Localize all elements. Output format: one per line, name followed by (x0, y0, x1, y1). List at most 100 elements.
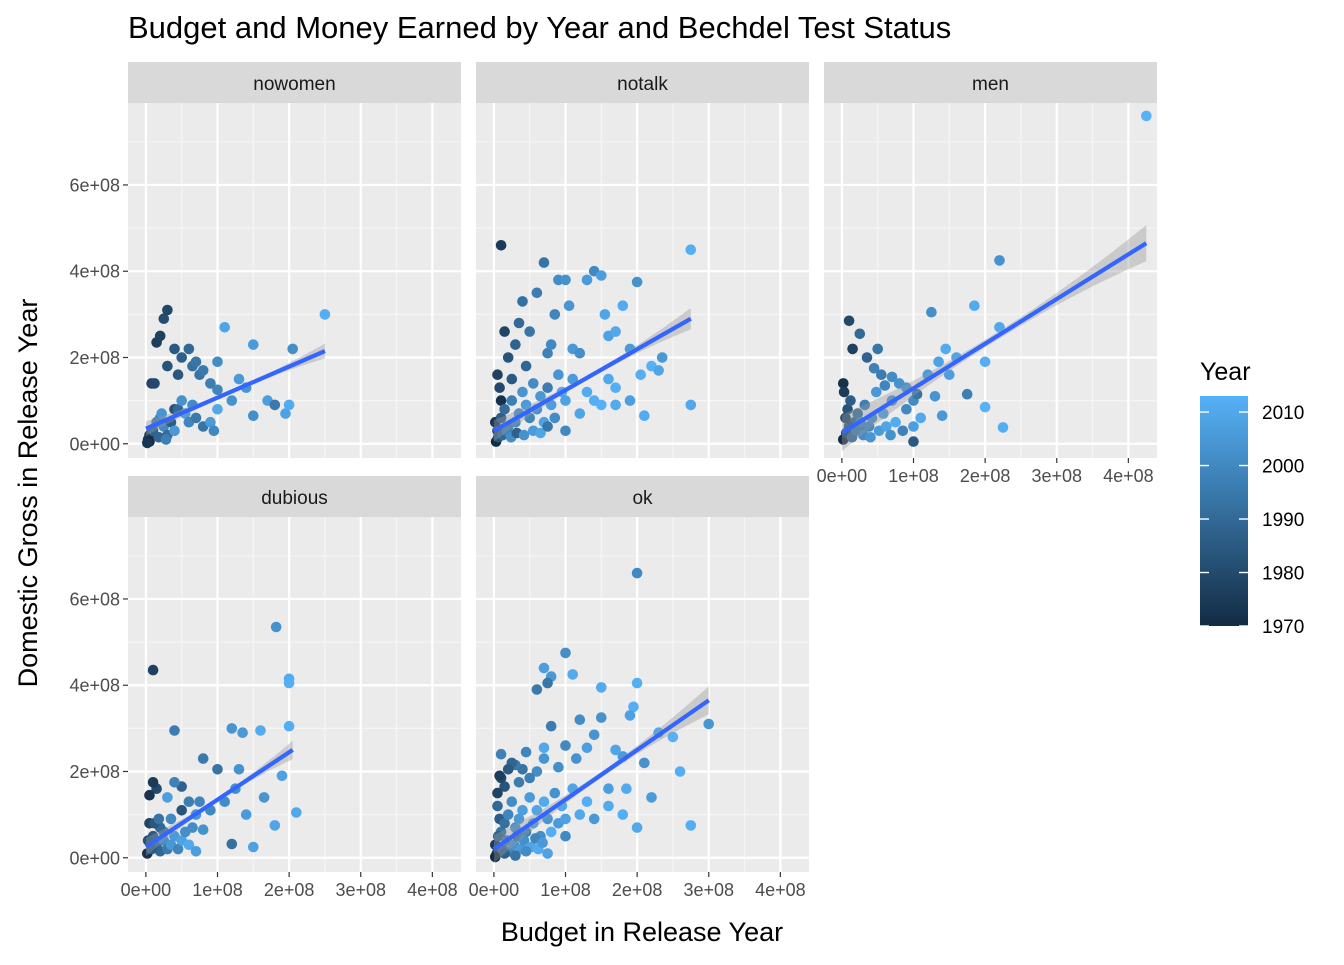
facet-strip-label: men (972, 74, 1009, 95)
data-point (495, 748, 507, 760)
data-point (893, 378, 905, 389)
data-point (205, 416, 216, 428)
data-point (703, 718, 714, 730)
data-point (646, 792, 657, 803)
data-point (871, 386, 882, 398)
data-point (538, 753, 550, 764)
data-point (172, 843, 184, 855)
x-tick-label: 4e+08 (755, 880, 806, 900)
data-point (897, 425, 909, 437)
data-point (176, 352, 187, 363)
legend-colorbar (1200, 396, 1248, 626)
data-point (502, 809, 514, 820)
data-point (596, 270, 607, 281)
data-point (538, 662, 550, 674)
data-point (610, 382, 621, 394)
fit-line (840, 241, 1148, 435)
data-point (517, 805, 528, 816)
x-tick-label: 3e+08 (1031, 466, 1082, 486)
fit-line (144, 748, 294, 849)
data-point (542, 382, 553, 394)
data-point (531, 287, 543, 299)
data-point (513, 317, 525, 329)
data-point (226, 723, 238, 734)
data-point (255, 725, 266, 736)
y-tick-label: 4e+08 (69, 262, 120, 282)
x-tick-label: 4e+08 (407, 880, 458, 900)
data-point (560, 740, 571, 751)
data-point (631, 276, 643, 288)
data-point (528, 378, 539, 389)
data-point (248, 410, 259, 422)
data-point (560, 813, 571, 825)
data-point (538, 257, 550, 268)
data-point (494, 382, 505, 394)
data-point (560, 647, 571, 659)
data-point (283, 677, 295, 689)
data-point (237, 727, 248, 738)
data-point (287, 343, 299, 355)
data-point (929, 391, 941, 402)
y-tick-label: 0e+00 (69, 434, 120, 454)
data-point (524, 772, 535, 784)
data-point (560, 395, 571, 406)
x-tick-label: 2e+08 (264, 880, 315, 900)
data-point (599, 309, 611, 320)
data-point (940, 343, 951, 355)
data-point (624, 395, 636, 406)
year-legend: Year 2010 2000 1990 1980 1970 (1200, 358, 1304, 638)
data-point (890, 416, 901, 428)
data-point (183, 343, 195, 355)
legend-label: 1970 (1262, 617, 1304, 638)
facet-panels: nowomen 0e+00 2e+08 4e+08 6e+08 notalk men 0e+0… (69, 62, 1157, 900)
data-point (513, 813, 525, 825)
data-point (142, 437, 153, 449)
data-point (283, 399, 295, 411)
data-point (520, 746, 532, 758)
data-point (197, 824, 209, 835)
data-point (162, 792, 173, 803)
data-point (219, 322, 230, 333)
data-point (997, 422, 1009, 433)
fit-line (492, 698, 710, 851)
data-point (490, 851, 501, 863)
data-point (183, 839, 195, 851)
data-point (537, 837, 548, 848)
data-point (520, 846, 532, 857)
data-point (276, 770, 288, 782)
data-point (158, 313, 170, 325)
data-point (162, 304, 173, 316)
data-point (535, 427, 546, 439)
data-point (524, 326, 535, 337)
data-point (685, 244, 697, 255)
data-point (212, 764, 223, 775)
data-point (499, 818, 510, 829)
data-point (863, 421, 875, 432)
data-point (280, 408, 291, 419)
data-point (176, 805, 187, 816)
data-point (933, 356, 944, 368)
data-point (610, 326, 621, 337)
data-point (603, 783, 614, 794)
data-point (513, 777, 525, 788)
facet-men: men 0e+00 1e+08 2e+08 3e+08 4e+08 (817, 62, 1157, 486)
x-tick-label: 0e+00 (121, 880, 172, 900)
data-point (631, 567, 643, 579)
data-point (685, 820, 697, 831)
data-point (1141, 110, 1152, 122)
data-point (240, 809, 252, 820)
data-point (596, 682, 607, 693)
data-point (567, 669, 578, 680)
data-point (545, 339, 557, 350)
facet-nowomen: nowomen 0e+00 2e+08 4e+08 6e+08 (69, 62, 461, 458)
data-point (542, 347, 553, 359)
data-point (994, 322, 1005, 333)
data-point (545, 399, 557, 411)
data-point (560, 274, 571, 286)
data-point (843, 315, 855, 327)
data-point (165, 813, 177, 825)
data-point (176, 395, 187, 406)
data-point (545, 720, 557, 732)
data-point (531, 766, 543, 777)
